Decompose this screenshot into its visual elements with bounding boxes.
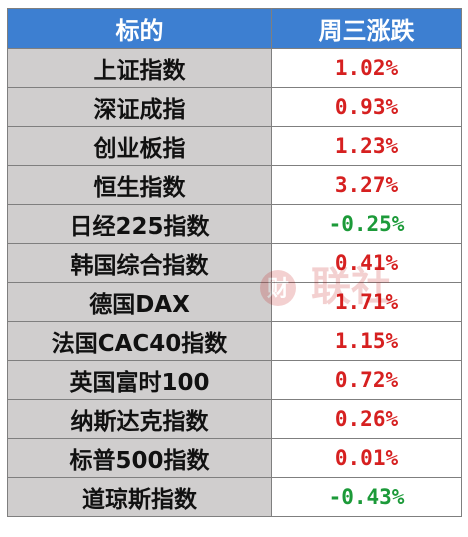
index-change: 1.71% xyxy=(271,282,462,322)
table-row: 德国DAX 1.71% xyxy=(7,282,462,322)
table-row: 韩国综合指数 0.41% xyxy=(7,243,462,283)
table-row: 纳斯达克指数 0.26% xyxy=(7,399,462,439)
index-change: 0.26% xyxy=(271,399,462,439)
table-row: 日经225指数 -0.25% xyxy=(7,204,462,244)
index-name: 英国富时100 xyxy=(7,360,272,400)
index-change: -0.25% xyxy=(271,204,462,244)
index-name: 日经225指数 xyxy=(7,204,272,244)
index-name: 深证成指 xyxy=(7,87,272,127)
index-change: 1.15% xyxy=(271,321,462,361)
table-row: 英国富时100 0.72% xyxy=(7,360,462,400)
table-row: 上证指数 1.02% xyxy=(7,48,462,88)
index-change: 0.93% xyxy=(271,87,462,127)
header-value: 周三涨跌 xyxy=(271,8,462,49)
table-row: 标普500指数 0.01% xyxy=(7,438,462,478)
table-row: 法国CAC40指数 1.15% xyxy=(7,321,462,361)
index-change: 0.72% xyxy=(271,360,462,400)
index-name: 恒生指数 xyxy=(7,165,272,205)
table-row: 道琼斯指数 -0.43% xyxy=(7,477,462,517)
index-name: 上证指数 xyxy=(7,48,272,88)
header-name: 标的 xyxy=(7,8,272,49)
index-name: 德国DAX xyxy=(7,282,272,322)
index-change: 0.41% xyxy=(271,243,462,283)
index-name: 道琼斯指数 xyxy=(7,477,272,517)
table-header-row: 标的 周三涨跌 xyxy=(7,8,462,49)
table-row: 创业板指 1.23% xyxy=(7,126,462,166)
index-change-table: 标的 周三涨跌 上证指数 1.02% 深证成指 0.93% 创业板指 1.23%… xyxy=(7,8,462,517)
index-name: 纳斯达克指数 xyxy=(7,399,272,439)
index-name: 创业板指 xyxy=(7,126,272,166)
index-change: 3.27% xyxy=(271,165,462,205)
index-name: 韩国综合指数 xyxy=(7,243,272,283)
table-row: 恒生指数 3.27% xyxy=(7,165,462,205)
index-name: 标普500指数 xyxy=(7,438,272,478)
index-name: 法国CAC40指数 xyxy=(7,321,272,361)
table-row: 深证成指 0.93% xyxy=(7,87,462,127)
index-change: 1.02% xyxy=(271,48,462,88)
index-change: 0.01% xyxy=(271,438,462,478)
index-change: -0.43% xyxy=(271,477,462,517)
index-change: 1.23% xyxy=(271,126,462,166)
